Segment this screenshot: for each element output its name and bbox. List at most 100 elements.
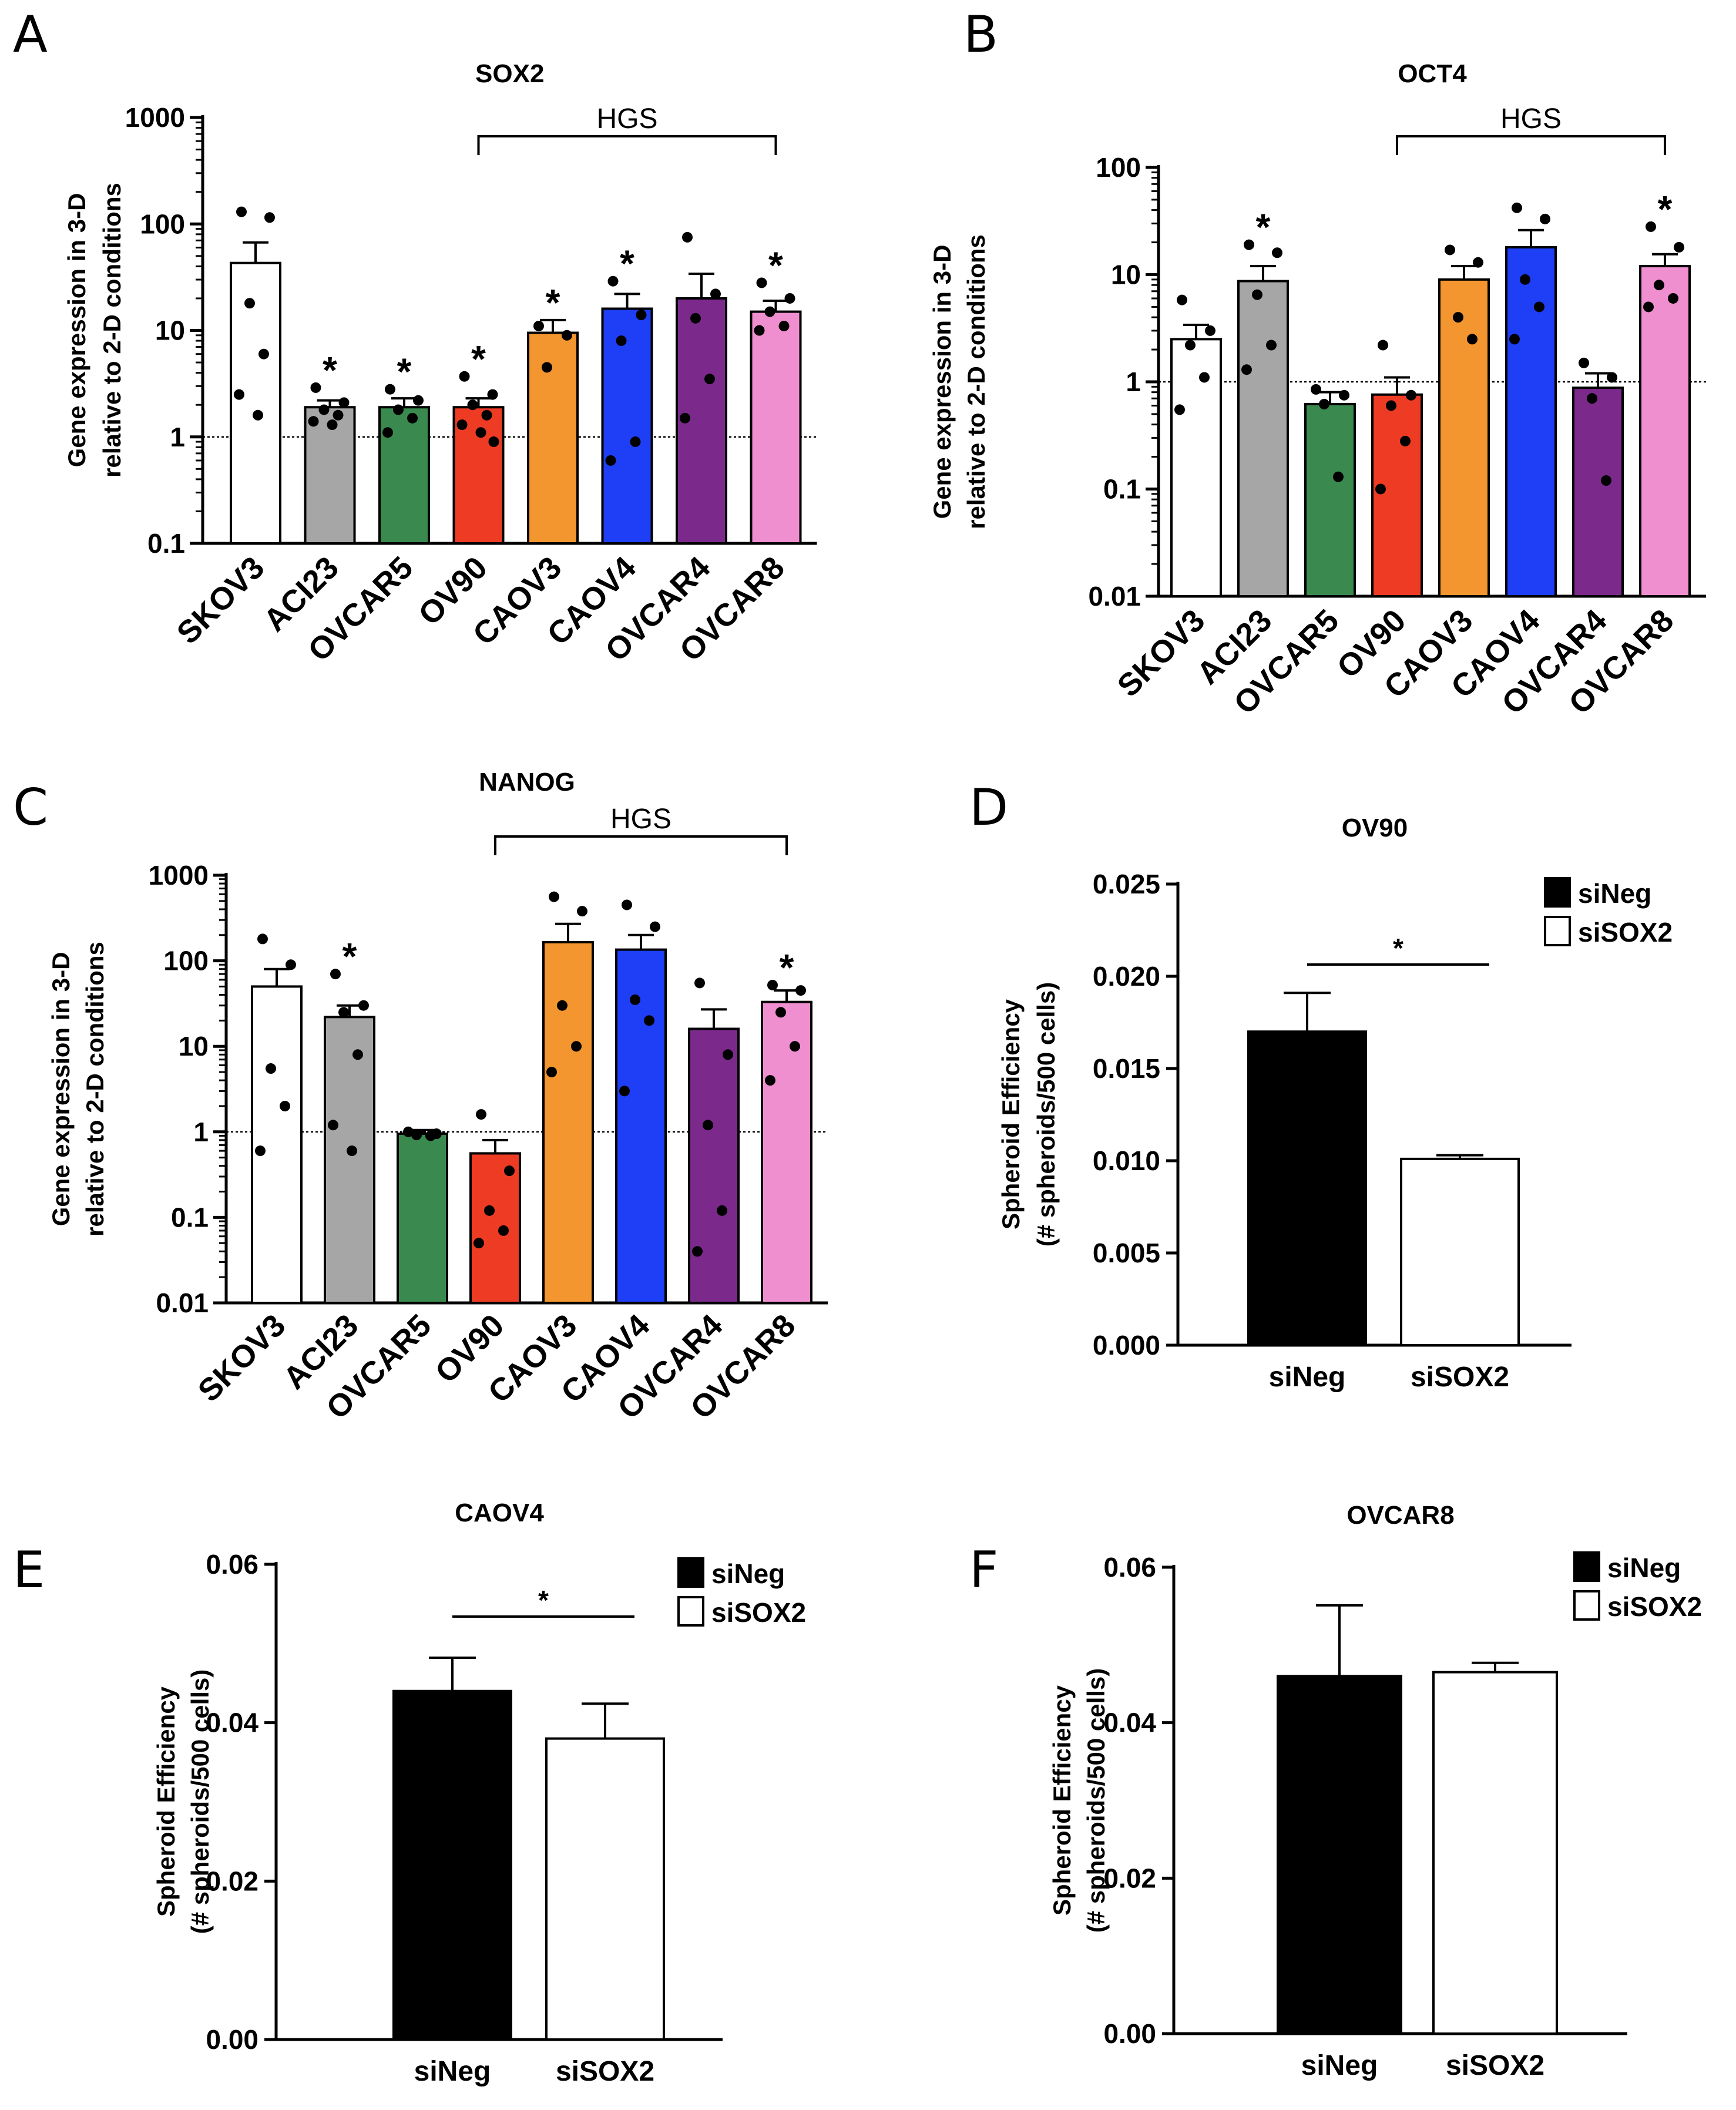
y-axis-label: (# spheroids/500 cells) bbox=[1032, 982, 1060, 1247]
data-point bbox=[562, 330, 572, 341]
data-point bbox=[411, 1130, 422, 1141]
data-point bbox=[692, 1246, 703, 1257]
chart-caov4: CAOV4 Spheroid Efficiency (# spheroids/500… bbox=[152, 1498, 806, 2087]
y-tick-label: 0.00 bbox=[1103, 2018, 1156, 2049]
hgs-label: HGS bbox=[1500, 103, 1562, 135]
chart-title: CAOV4 bbox=[455, 1498, 544, 1527]
legend-swatch bbox=[677, 1596, 704, 1627]
y-tick-label: 0.06 bbox=[1103, 1552, 1156, 1582]
data-point bbox=[407, 412, 418, 424]
hgs-label: HGS bbox=[596, 103, 657, 135]
data-point bbox=[1241, 364, 1252, 375]
y-tick-label: 0.04 bbox=[206, 1708, 258, 1738]
y-axis-label: Gene expression in 3-D bbox=[928, 245, 956, 519]
legend-swatch bbox=[1573, 1551, 1600, 1582]
data-point bbox=[717, 1205, 727, 1216]
panel-letter-b: B bbox=[963, 5, 998, 64]
data-point bbox=[1386, 400, 1396, 411]
x-category-label: siNeg bbox=[1301, 2050, 1378, 2081]
y-tick-label: 0.025 bbox=[1093, 869, 1160, 899]
y-tick-label: 0.02 bbox=[206, 1866, 258, 1896]
data-point bbox=[775, 1007, 786, 1018]
bar bbox=[251, 985, 303, 1304]
y-tick-label: 10 bbox=[1111, 260, 1141, 290]
data-point bbox=[622, 899, 632, 910]
data-point bbox=[1272, 247, 1282, 258]
x-category-label: siNeg bbox=[1269, 1362, 1346, 1393]
y-axis-label: Gene expression in 3-D bbox=[47, 952, 75, 1227]
data-point bbox=[333, 409, 344, 421]
data-point bbox=[385, 384, 395, 395]
y-tick-label: 0.06 bbox=[206, 1549, 258, 1580]
significance-star: * bbox=[343, 935, 357, 977]
chart-sox2: SOX2 Gene expression in 3-D relative to 2-… bbox=[63, 59, 817, 668]
data-point bbox=[425, 1130, 436, 1141]
significance-star: * bbox=[768, 244, 783, 286]
y-axis-label: Spheroid Efficiency bbox=[997, 999, 1025, 1229]
data-point bbox=[1252, 289, 1262, 300]
y-tick-label: 0.00 bbox=[206, 2024, 258, 2055]
bar bbox=[542, 940, 594, 1304]
data-point bbox=[488, 436, 499, 448]
data-point bbox=[467, 399, 478, 411]
data-point bbox=[682, 231, 693, 243]
data-point bbox=[347, 1145, 357, 1157]
bar bbox=[1170, 338, 1222, 598]
y-axis-label: (# spheroids/500 cells) bbox=[186, 1669, 214, 1934]
y-tick-label: 10 bbox=[179, 1031, 209, 1061]
data-point bbox=[1174, 404, 1185, 415]
data-point bbox=[619, 1086, 630, 1097]
data-point bbox=[767, 979, 778, 990]
data-point bbox=[1668, 293, 1678, 304]
bar bbox=[688, 1027, 740, 1304]
data-point bbox=[481, 409, 492, 421]
data-point bbox=[605, 455, 616, 466]
legend-label: siSOX2 bbox=[1607, 1591, 1702, 1622]
bar bbox=[469, 1152, 521, 1305]
data-point bbox=[338, 1007, 349, 1018]
bar bbox=[397, 1133, 448, 1304]
y-tick-label: 0.015 bbox=[1093, 1053, 1160, 1084]
data-point bbox=[487, 389, 498, 400]
data-point bbox=[1185, 340, 1196, 351]
chart-title: OCT4 bbox=[1398, 59, 1467, 88]
significance-star: * bbox=[1393, 933, 1403, 963]
x-category-label: siSOX2 bbox=[1446, 2050, 1544, 2081]
x-category-label: siNeg bbox=[414, 2056, 491, 2087]
chart-title: SOX2 bbox=[475, 59, 544, 88]
y-axis-label: relative to 2-D conditions bbox=[98, 183, 126, 478]
data-point bbox=[1579, 357, 1589, 368]
chart-title: NANOG bbox=[479, 768, 575, 797]
y-tick-label: 10 bbox=[155, 315, 185, 346]
data-point bbox=[358, 1000, 369, 1011]
data-point bbox=[1654, 280, 1664, 291]
data-point bbox=[1509, 334, 1520, 345]
chart-ovcar8: OVCAR8 Spheroid Efficiency (# spheroids/50… bbox=[1048, 1501, 1702, 2081]
data-point bbox=[1319, 398, 1329, 409]
data-point bbox=[630, 436, 641, 448]
legend-swatch bbox=[1573, 1590, 1600, 1621]
data-point bbox=[616, 335, 627, 347]
y-tick-label: 1000 bbox=[149, 860, 209, 891]
bar bbox=[304, 406, 356, 545]
bar bbox=[1572, 387, 1624, 597]
bar bbox=[1639, 265, 1691, 597]
data-point bbox=[704, 374, 715, 385]
data-point bbox=[1406, 389, 1416, 401]
bar bbox=[1237, 280, 1289, 598]
y-axis-label: Gene expression in 3-D bbox=[63, 193, 90, 468]
y-axis-label: Spheroid Efficiency bbox=[152, 1686, 180, 1917]
data-point bbox=[1177, 294, 1187, 305]
data-point bbox=[1199, 372, 1210, 383]
data-point bbox=[413, 395, 424, 406]
data-point bbox=[456, 419, 468, 431]
y-tick-label: 0.020 bbox=[1093, 961, 1160, 992]
data-point bbox=[253, 409, 263, 421]
data-point bbox=[1400, 435, 1411, 446]
data-point bbox=[459, 371, 470, 382]
data-point bbox=[703, 1120, 713, 1131]
data-point bbox=[784, 293, 795, 304]
significance-star: * bbox=[471, 338, 486, 380]
data-point bbox=[533, 320, 544, 331]
data-point bbox=[650, 921, 660, 932]
